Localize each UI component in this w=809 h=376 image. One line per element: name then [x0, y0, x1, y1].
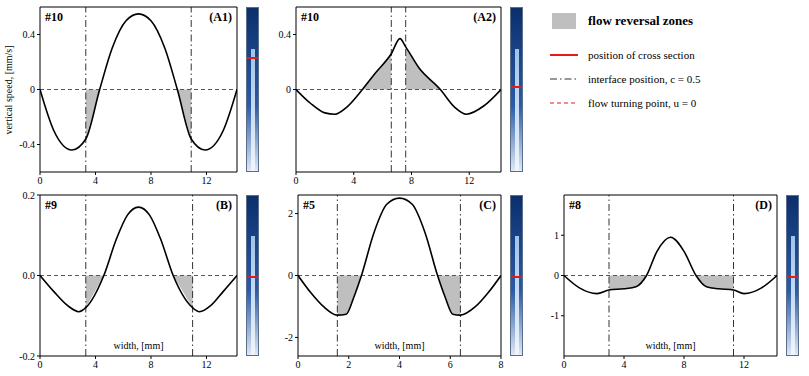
svg-text:4: 4	[93, 175, 98, 186]
html-text:(A1): (A1)	[209, 10, 232, 24]
svg-text:0: 0	[294, 175, 299, 186]
html-text:flow turning point, u = 0: flow turning point, u = 0	[588, 97, 697, 109]
svg-text:0.0: 0.0	[23, 270, 36, 281]
svg-text:4: 4	[622, 359, 627, 370]
svg-text:4: 4	[351, 175, 356, 186]
svg-text:0: 0	[288, 270, 293, 281]
html-text:width, [mm]: width, [mm]	[645, 340, 696, 351]
html-text:#9: #9	[45, 198, 57, 212]
svg-text:0: 0	[296, 359, 301, 370]
svg-text:-2: -2	[285, 332, 293, 343]
html-text:#10: #10	[45, 10, 63, 24]
svg-text:0: 0	[30, 84, 35, 95]
svg-text:0: 0	[286, 84, 291, 95]
svg-text:8: 8	[148, 359, 153, 370]
svg-text:0.2: 0.2	[23, 190, 36, 201]
svg-text:0: 0	[38, 175, 43, 186]
svg-text:12: 12	[201, 175, 211, 186]
html-text:#10: #10	[301, 10, 319, 24]
svg-text:-1: -1	[551, 310, 559, 321]
html-text:(A2): (A2)	[473, 10, 496, 24]
svg-text:6: 6	[448, 359, 453, 370]
html-text:vertical speed, [mm/s]: vertical speed, [mm/s]	[3, 44, 14, 135]
html-text:position of cross section: position of cross section	[588, 49, 695, 61]
svg-text:2: 2	[288, 208, 293, 219]
svg-text:4: 4	[93, 359, 98, 370]
svg-text:2: 2	[346, 359, 351, 370]
html-text:#8: #8	[569, 198, 581, 212]
svg-text:8: 8	[409, 175, 414, 186]
html-text:(C): (C)	[479, 198, 496, 212]
svg-text:12: 12	[739, 359, 749, 370]
svg-text:0: 0	[562, 359, 567, 370]
html-text:(D): (D)	[755, 198, 772, 212]
svg-text:12: 12	[201, 359, 211, 370]
svg-text:8: 8	[682, 359, 687, 370]
svg-text:-0.2: -0.2	[19, 351, 35, 362]
svg-text:0: 0	[38, 359, 43, 370]
svg-text:0.4: 0.4	[279, 29, 292, 40]
svg-text:12: 12	[464, 175, 474, 186]
html-text:#5: #5	[303, 198, 315, 212]
html-text:(B): (B)	[216, 198, 232, 212]
svg-text:4: 4	[397, 359, 402, 370]
svg-text:1: 1	[554, 230, 559, 241]
svg-text:0.4: 0.4	[23, 29, 36, 40]
html-text:width, [mm]: width, [mm]	[113, 340, 164, 351]
svg-text:8: 8	[148, 175, 153, 186]
html-text:width, [mm]: width, [mm]	[374, 340, 425, 351]
html-text:interface position, c = 0.5: interface position, c = 0.5	[588, 73, 701, 85]
svg-text:8: 8	[499, 359, 504, 370]
html-text:flow reversal zones: flow reversal zones	[588, 13, 694, 28]
svg-text:0: 0	[554, 270, 559, 281]
svg-text:-0.4: -0.4	[19, 139, 35, 150]
